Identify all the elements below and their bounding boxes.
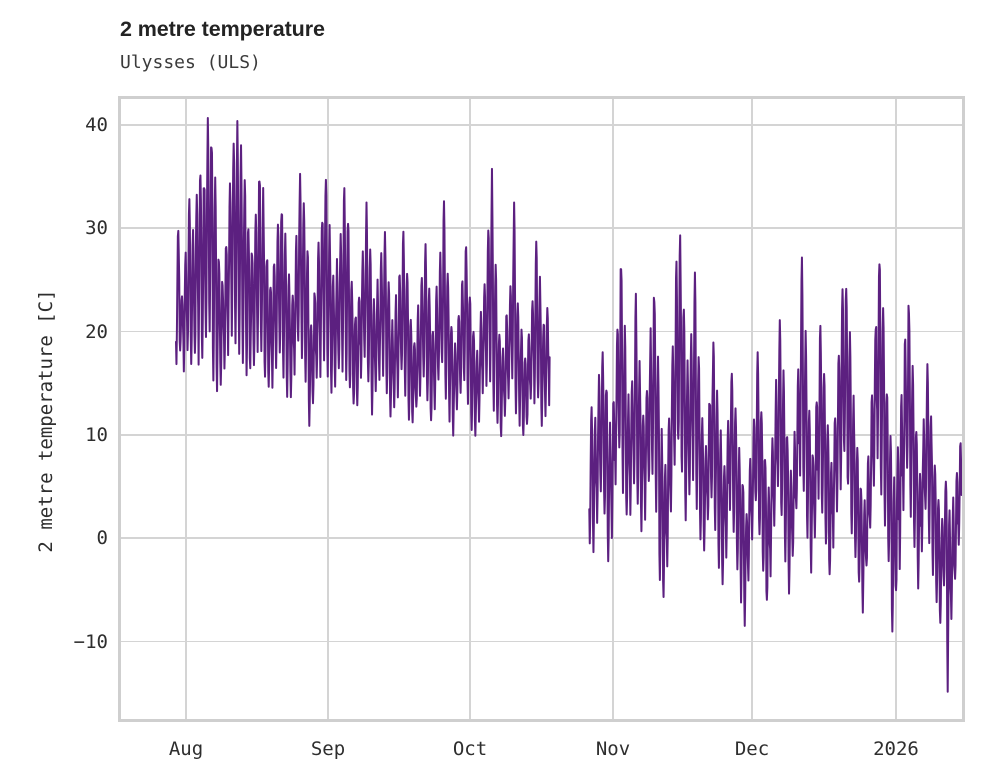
- x-axis-tick-label: Nov: [595, 738, 631, 760]
- temperature-line-path: [175, 117, 962, 693]
- grid-line-horizontal: [121, 227, 962, 229]
- x-axis-tick-label: Sep: [310, 738, 346, 760]
- plot-border-right: [962, 96, 965, 722]
- x-axis-tick-label: 2026: [873, 738, 919, 760]
- grid-line-vertical: [185, 99, 187, 719]
- x-axis-tick-label: Aug: [168, 738, 204, 760]
- grid-line-horizontal: [121, 537, 962, 539]
- grid-line-horizontal: [121, 124, 962, 126]
- y-axis-tick-labels: 40 30 20 10 0 −10: [33, 99, 108, 719]
- grid-line-vertical: [327, 99, 329, 719]
- grid-line-vertical: [895, 99, 897, 719]
- y-axis-tick-label: 20: [85, 320, 108, 343]
- plot-border-bottom: [118, 719, 965, 722]
- x-axis-tick-label: Oct: [452, 738, 488, 760]
- plot-area: [118, 96, 965, 722]
- grid-line-vertical: [751, 99, 753, 719]
- y-axis-tick-label: 40: [85, 113, 108, 136]
- grid-line-horizontal: [121, 640, 962, 643]
- page-title: 2 metre temperature: [120, 17, 325, 41]
- x-axis-tick-labels: Aug Sep Oct Nov Dec 2026: [121, 738, 962, 768]
- plot-border-left: [118, 96, 121, 722]
- plot-border-top: [118, 96, 965, 99]
- chart-subtitle: Ulysses (ULS): [120, 52, 261, 73]
- x-axis-tick-label: Dec: [734, 738, 770, 760]
- grid-line-horizontal: [121, 434, 962, 436]
- grid-line-vertical: [469, 99, 471, 719]
- y-axis-tick-label: 0: [96, 527, 108, 550]
- temperature-series: [175, 117, 962, 693]
- y-axis-tick-label: 10: [85, 423, 108, 446]
- y-axis-tick-label: −10: [73, 630, 108, 653]
- y-axis-tick-label: 30: [85, 217, 108, 240]
